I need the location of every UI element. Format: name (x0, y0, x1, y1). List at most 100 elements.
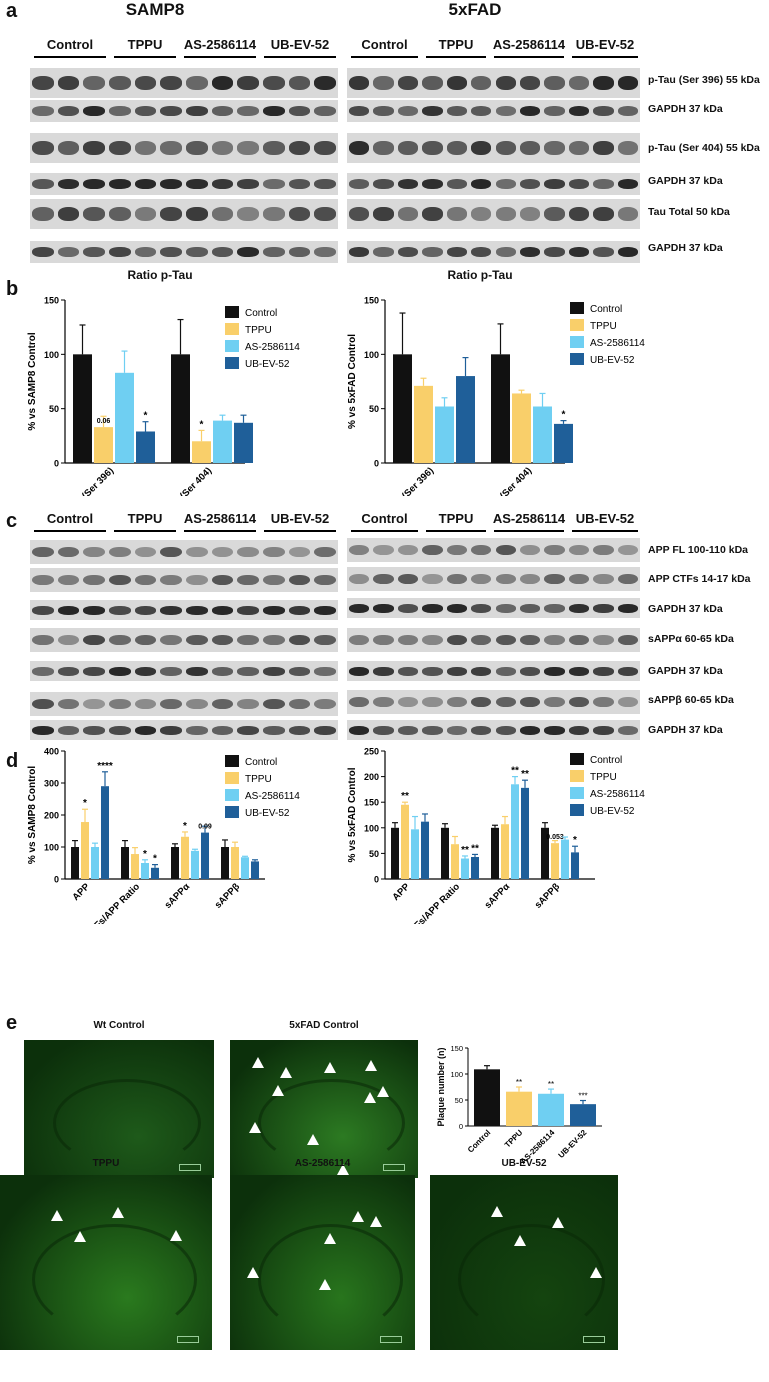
blot-band (471, 634, 492, 646)
significance-label: 0.06 (97, 418, 111, 425)
plaque-marker-triangle (377, 1086, 389, 1097)
blot-band (314, 725, 336, 735)
y-axis-label: Plaque number (n) (436, 1047, 446, 1126)
bar (471, 856, 479, 879)
bar (538, 1093, 564, 1126)
blot-band (446, 76, 468, 90)
blot-band (593, 207, 614, 221)
blot-band (160, 546, 182, 558)
group-label: TPPU (127, 37, 163, 52)
plaque-marker-triangle (112, 1207, 124, 1218)
bar (91, 847, 99, 879)
blot-band (288, 546, 311, 558)
5xfad-title: 5xFAD (448, 0, 502, 19)
blot-band (349, 573, 370, 585)
blot-band (237, 725, 259, 735)
plaque-marker-triangle (491, 1206, 503, 1217)
legend-swatch (570, 353, 584, 365)
significance-label: ** (401, 791, 409, 802)
blot-band (568, 634, 590, 646)
blot-band (495, 573, 516, 585)
bar (221, 847, 229, 879)
legend-label: UB-EV-52 (245, 808, 290, 819)
blot-band (186, 76, 208, 90)
blot-band (422, 696, 443, 708)
blot-label-c: sAPPα 60-65 kDa (648, 633, 734, 645)
blot-band (446, 603, 468, 613)
blot-band (186, 634, 208, 646)
blot-band (349, 141, 370, 155)
bar (561, 839, 569, 879)
panel-letter-d: d (6, 750, 19, 772)
blot-strip-samp8 (30, 692, 338, 716)
y-tick-label: 100 (364, 350, 379, 360)
blot-band (83, 725, 105, 735)
blot-band (160, 634, 182, 646)
blot-label-c: GAPDH 37 kDa (648, 665, 723, 677)
blot-band (83, 247, 105, 257)
blot-band (495, 666, 516, 676)
blot-label-c: GAPDH 37 kDa (648, 603, 723, 615)
micrograph-title: 5xFAD Control (289, 1020, 359, 1031)
blot-band (211, 106, 234, 116)
blot-label-a: p-Tau (Ser 404) 55 kDa (648, 142, 760, 154)
legend-label: UB-EV-52 (245, 359, 290, 370)
blot-band (32, 574, 54, 586)
blot-band (186, 179, 208, 189)
blot-band (237, 106, 259, 116)
blot-band (57, 207, 80, 221)
blot-band (617, 247, 638, 257)
blot-strip-5xfad (347, 68, 640, 98)
blot-band (593, 247, 614, 257)
blot-band (471, 603, 492, 613)
group-underline (114, 530, 176, 532)
bar (151, 867, 159, 879)
blot-band (397, 634, 419, 646)
blot-band (349, 247, 370, 257)
blot-band (349, 696, 370, 708)
blot-band (373, 603, 394, 613)
blot-band (134, 698, 157, 710)
blot-band (109, 698, 131, 710)
group-labels-a-5xfad: Control TPPU AS-2586114 UB-EV-52 (347, 37, 642, 58)
group-label: UB-EV-52 (575, 511, 635, 526)
blot-band (568, 573, 590, 585)
legend-label: AS-2586114 (245, 791, 300, 802)
blot-band (397, 725, 419, 735)
y-tick-label: 100 (44, 843, 59, 853)
tissue-contour (257, 1224, 403, 1335)
y-tick-label: 200 (364, 772, 379, 782)
blot-band (519, 106, 541, 116)
bar (181, 836, 189, 879)
blot-band (57, 725, 80, 735)
legend-swatch (570, 787, 584, 799)
blot-strip-samp8 (30, 100, 338, 122)
bar (474, 1069, 500, 1126)
blot-band (134, 247, 157, 257)
blot-band (83, 698, 105, 710)
blot-band (109, 179, 131, 189)
blot-band (288, 207, 311, 221)
blot-band (519, 603, 541, 613)
blot-strip-5xfad (347, 690, 640, 714)
legend-label: AS-2586114 (245, 342, 300, 353)
blot-strip-samp8 (30, 568, 338, 592)
blot-band (314, 207, 336, 221)
blot-band (288, 141, 311, 155)
plaque-marker-triangle (590, 1267, 602, 1278)
blot-band (288, 666, 311, 676)
blot-band (544, 106, 565, 116)
y-tick-label: 150 (450, 1044, 463, 1053)
blot-band (544, 666, 565, 676)
blot-band (211, 76, 234, 90)
legend-label: Control (590, 755, 622, 766)
blot-band (593, 544, 614, 556)
tissue-contour (31, 1224, 197, 1335)
y-tick-label: 200 (44, 811, 59, 821)
micrograph-image (0, 1175, 212, 1350)
group-underline (426, 56, 486, 58)
samp8-title: SAMP8 (125, 0, 185, 19)
group-label: UB-EV-52 (270, 37, 330, 52)
blot-band (495, 725, 516, 735)
x-category-label: CTFs/APP Ratio (83, 881, 142, 924)
